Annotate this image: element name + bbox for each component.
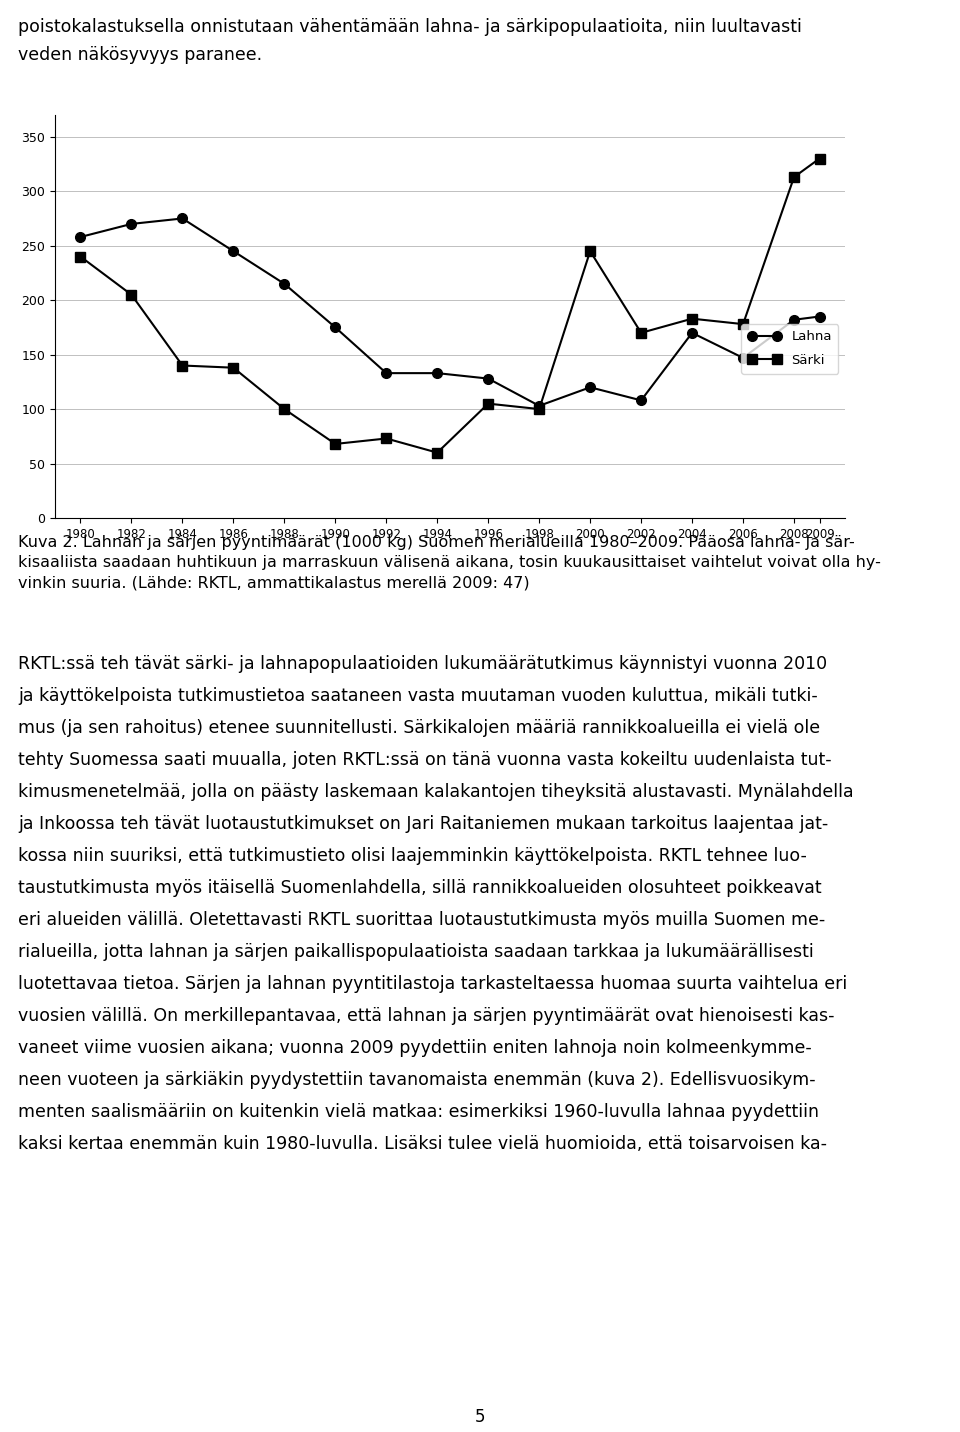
Lahna [177, 211, 188, 228]
Text: vinkin suuria. (Lähde: RKTL, ammattikalastus merellä 2009: 47): vinkin suuria. (Lähde: RKTL, ammattikala… [18, 576, 530, 590]
Lahna [686, 324, 698, 341]
Text: kaksi kertaa enemmän kuin 1980-luvulla. Lisäksi tulee vielä huomioida, että tois: kaksi kertaa enemmän kuin 1980-luvulla. … [18, 1136, 827, 1153]
Lahna [278, 275, 290, 292]
Text: 5: 5 [475, 1408, 485, 1426]
Särki [431, 444, 443, 461]
Lahna [585, 378, 596, 395]
Särki [228, 359, 239, 377]
Särki [483, 395, 494, 412]
Särki [636, 324, 647, 341]
Text: eri alueiden välillä. Oletettavasti RKTL suorittaa luotaustutkimusta myös muilla: eri alueiden välillä. Oletettavasti RKTL… [18, 911, 826, 929]
Särki [329, 435, 341, 453]
Lahna [329, 319, 341, 337]
Text: rialueilla, jotta lahnan ja särjen paikallispopulaatioista saadaan tarkkaa ja lu: rialueilla, jotta lahnan ja särjen paika… [18, 944, 814, 961]
Text: kossa niin suuriksi, että tutkimustieto olisi laajemminkin käyttökelpoista. RKTL: kossa niin suuriksi, että tutkimustieto … [18, 846, 806, 865]
Lahna [75, 228, 86, 245]
Line: Särki: Särki [76, 153, 825, 457]
Särki [278, 401, 290, 418]
Lahna [228, 242, 239, 259]
Text: mus (ja sen rahoitus) etenee suunnitellusti. Särkikalojen määriä rannikkoalueill: mus (ja sen rahoitus) etenee suunnitellu… [18, 719, 820, 737]
Särki [380, 430, 392, 447]
Särki [534, 401, 545, 418]
Text: ja Inkoossa teh tävät luotaustutkimukset on Jari Raitaniemen mukaan tarkoitus la: ja Inkoossa teh tävät luotaustutkimukset… [18, 815, 828, 833]
Lahna [431, 365, 443, 382]
Text: poistokalastuksella onnistutaan vähentämään lahna- ja särkipopulaatioita, niin l: poistokalastuksella onnistutaan vähentäm… [18, 19, 802, 36]
Lahna [737, 349, 749, 367]
Text: kimusmenetelmää, jolla on päästy laskemaan kalakantojen tiheyksitä alustavasti. : kimusmenetelmää, jolla on päästy laskema… [18, 783, 853, 800]
Särki [788, 169, 800, 186]
Text: neen vuoteen ja särkiäkin pyydystettiin tavanomaista enemmän (kuva 2). Edellisvu: neen vuoteen ja särkiäkin pyydystettiin … [18, 1071, 816, 1088]
Text: RKTL:ssä teh tävät särki- ja lahnapopulaatioiden lukumäärätutkimus käynnistyi vu: RKTL:ssä teh tävät särki- ja lahnapopula… [18, 654, 828, 673]
Text: vaneet viime vuosien aikana; vuonna 2009 pyydettiin eniten lahnoja noin kolmeenk: vaneet viime vuosien aikana; vuonna 2009… [18, 1040, 812, 1057]
Line: Lahna: Lahna [76, 213, 825, 411]
Särki [814, 150, 826, 168]
Lahna [483, 369, 494, 387]
Särki [75, 248, 86, 265]
Lahna [814, 308, 826, 325]
Lahna [534, 397, 545, 414]
Särki [177, 357, 188, 374]
Text: tehty Suomessa saati muualla, joten RKTL:ssä on tänä vuonna vasta kokeiltu uuden: tehty Suomessa saati muualla, joten RKTL… [18, 750, 831, 769]
Lahna [788, 311, 800, 328]
Särki [686, 311, 698, 328]
Lahna [126, 215, 137, 232]
Text: menten saalismääriin on kuitenkin vielä matkaa: esimerkiksi 1960-luvulla lahnaa : menten saalismääriin on kuitenkin vielä … [18, 1103, 819, 1121]
Text: Kuva 2. Lahnan ja särjen pyyntimäärät (1000 kg) Suomen merialueilla 1980–2009. P: Kuva 2. Lahnan ja särjen pyyntimäärät (1… [18, 536, 854, 550]
Särki [585, 242, 596, 259]
Lahna [380, 365, 392, 382]
Text: kisaaliista saadaan huhtikuun ja marraskuun välisenä aikana, tosin kuukausittais: kisaaliista saadaan huhtikuun ja marrask… [18, 556, 881, 570]
Särki [126, 286, 137, 304]
Text: taustutkimusta myös itäisellä Suomenlahdella, sillä rannikkoalueiden olosuhteet : taustutkimusta myös itäisellä Suomenlahd… [18, 879, 822, 896]
Särki [737, 315, 749, 332]
Text: luotettavaa tietoa. Särjen ja lahnan pyyntitilastoja tarkasteltaessa huomaa suur: luotettavaa tietoa. Särjen ja lahnan pyy… [18, 975, 848, 992]
Text: vuosien välillä. On merkillepantavaa, että lahnan ja särjen pyyntimäärät ovat hi: vuosien välillä. On merkillepantavaa, et… [18, 1007, 834, 1025]
Text: ja käyttökelpoista tutkimustietoa saataneen vasta muutaman vuoden kuluttua, mikä: ja käyttökelpoista tutkimustietoa saatan… [18, 687, 818, 705]
Lahna [636, 392, 647, 410]
Text: veden näkösyvyys paranee.: veden näkösyvyys paranee. [18, 46, 262, 64]
Legend: Lahna, Särki: Lahna, Särki [741, 324, 838, 374]
